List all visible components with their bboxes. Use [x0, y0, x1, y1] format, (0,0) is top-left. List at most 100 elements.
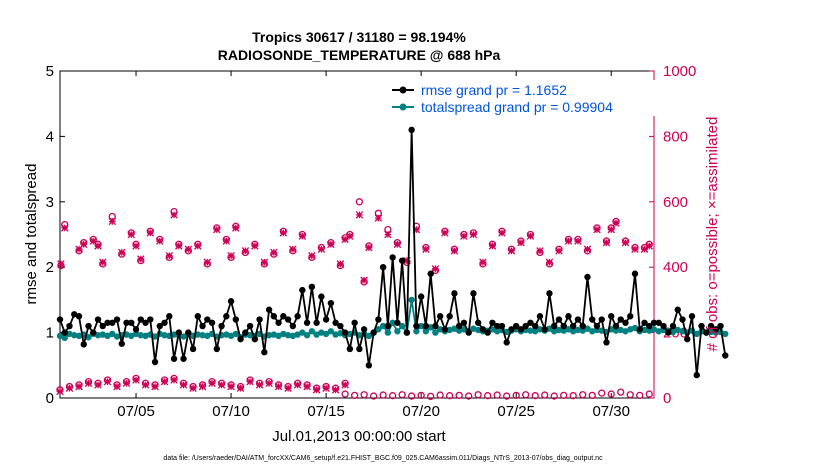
obs_assimilated-point [156, 237, 164, 245]
x-tick-label: 07/10 [212, 403, 250, 420]
rmse-point [432, 322, 439, 330]
obs_low_assimilated-point [341, 381, 349, 389]
obs_low_after-point [369, 392, 378, 400]
legend: rmse grand pr = 1.1652 totalspread grand… [384, 80, 656, 116]
obs_assimilated-point [498, 229, 506, 237]
rmse-point [498, 322, 506, 330]
rmse-point [565, 313, 572, 320]
rmse-point [508, 326, 515, 333]
data-file-footer: data file: /Users/raeder/DAI/ATM_forcXX/… [163, 455, 603, 462]
obs_low_after-point [379, 391, 387, 399]
rmse-point [679, 316, 686, 323]
obs_assimilated-point [469, 230, 478, 239]
rmse-point [284, 316, 292, 323]
rmse-point [132, 326, 140, 333]
rmse-point [703, 329, 710, 336]
obs_low_after-point [626, 391, 634, 399]
obs_low_after-point [588, 391, 596, 400]
obs_assimilated-point [403, 256, 411, 265]
obs_assimilated-point [184, 245, 193, 253]
rmse-point [722, 352, 729, 359]
rmse-point [80, 341, 87, 348]
obs_low_assimilated-point [65, 384, 74, 392]
obs_low_assimilated-point [331, 386, 340, 394]
rmse-line [59, 129, 727, 376]
obs_assimilated-point [640, 245, 649, 253]
obs_assimilated-point [450, 247, 459, 255]
obs_low_assimilated-point [255, 381, 264, 389]
legend-rmse-text: rmse grand pr = 1.1652 [421, 82, 567, 98]
totalspread-point [384, 329, 392, 336]
rmse-point [646, 322, 653, 330]
obs_low_assimilated-point [303, 382, 311, 391]
rmse-point [512, 322, 520, 330]
totalspread-point [422, 328, 430, 335]
obs_low_assimilated-point [84, 379, 93, 388]
rmse-point [170, 355, 178, 362]
rmse-point [717, 322, 724, 330]
obs_low_after-point [522, 391, 530, 399]
rmse-point [688, 313, 696, 320]
obs_low_after-point [446, 392, 454, 400]
obs_low_after-point [360, 391, 368, 399]
rmse-point [394, 319, 401, 326]
rmse-point [370, 329, 377, 336]
y-tick-label-right: 400 [663, 259, 688, 276]
rmse-point [465, 329, 472, 336]
rmse-point [598, 316, 605, 323]
totalspread-point [246, 332, 254, 339]
rmse-point [503, 339, 510, 346]
obs_assimilated-point [232, 224, 240, 232]
rmse-point [75, 313, 83, 320]
rmse-point [365, 362, 373, 369]
obs_assimilated-point [317, 245, 326, 253]
y-tick-label-right: 600 [663, 194, 688, 211]
totalspread-point [365, 332, 373, 340]
totalspread-point [707, 328, 715, 336]
obs_low_after-point [560, 391, 568, 400]
rmse-point [489, 319, 496, 326]
obs_assimilated-point [227, 251, 235, 260]
totalspread-point [161, 332, 168, 339]
obs_assimilated-point [545, 258, 554, 267]
rmse-point [446, 313, 453, 320]
totalspread-point [375, 326, 382, 333]
rmse-point [470, 290, 477, 297]
obs_low_after-point [484, 392, 492, 400]
totalspread-point [722, 330, 729, 338]
rmse-point [427, 270, 434, 277]
totalspread-point [641, 326, 648, 334]
rmse-point [655, 319, 662, 326]
rmse-point [208, 319, 216, 326]
rmse-point [360, 326, 368, 333]
obs_low_after-point [550, 392, 558, 400]
obs_assimilated-point [327, 240, 335, 249]
obs_assimilated-point [365, 243, 373, 252]
obs_low_after-point [388, 392, 397, 400]
rmse-point [261, 349, 268, 356]
obs_assimilated-point [360, 276, 368, 285]
obs_assimilated-point [631, 245, 639, 253]
obs_low_assimilated-point [170, 376, 178, 384]
obs_low_assimilated-point [208, 379, 216, 388]
rmse-point [318, 293, 325, 300]
y-tick-label-left: 5 [46, 63, 54, 80]
y-tick-label-left: 3 [46, 194, 54, 211]
y-axis-label-left: rmse and totalspread [23, 164, 40, 305]
rmse-point [265, 306, 273, 313]
rmse-point [151, 358, 159, 366]
obs_assimilated-point [241, 247, 250, 255]
rmse-point [246, 322, 254, 330]
rmse-point [332, 319, 339, 326]
rmse-point [85, 322, 92, 330]
x-tick-label: 07/30 [592, 403, 630, 420]
rmse-point [346, 345, 354, 353]
rmse-point [641, 319, 648, 326]
obs_low_assimilated-point [179, 381, 188, 389]
obs_assimilated-point [564, 237, 573, 245]
totalspread-point [394, 328, 401, 335]
obs_assimilated-point [479, 258, 487, 267]
obs_assimilated-point [146, 229, 155, 237]
obs_assimilated-point [118, 248, 126, 257]
